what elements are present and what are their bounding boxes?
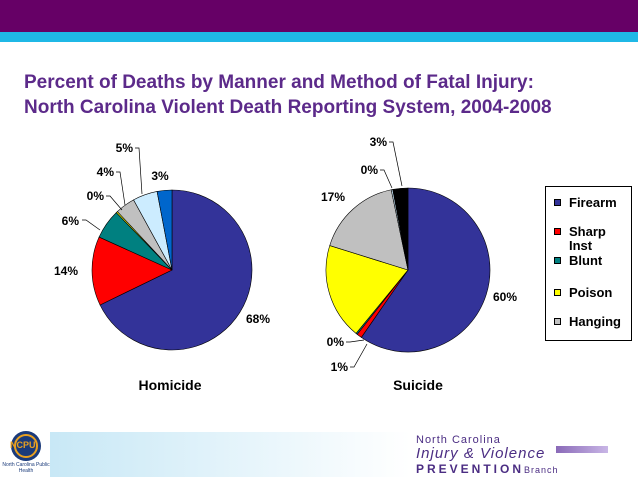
- chart-title-line-1: Percent of Deaths by Manner and Method o…: [24, 72, 534, 93]
- leader-line-homicide-4: [116, 171, 126, 206]
- header-bar: [0, 0, 638, 32]
- pie-name-homicide: Homicide: [138, 377, 201, 393]
- header-accent-line: [0, 32, 638, 42]
- leader-line-suicide-5: [380, 169, 393, 189]
- slice-label-suicide-2: 0%: [327, 335, 345, 349]
- slice-label-homicide-2: 6%: [62, 214, 80, 228]
- leader-line-suicide-2: [346, 339, 365, 343]
- slice-label-homicide-0: 68%: [246, 312, 270, 326]
- leader-line-suicide-1: [350, 343, 368, 368]
- chart-title: Percent of Deaths by Manner and Method o…: [24, 70, 624, 120]
- slice-label-homicide-6: 3%: [151, 169, 169, 183]
- slice-label-suicide-0: 60%: [493, 290, 517, 304]
- ncph-logo-icon: [11, 431, 41, 461]
- slice-label-homicide-3: 0%: [87, 189, 105, 203]
- slice-label-suicide-5: 0%: [361, 163, 379, 177]
- legend-label-blunt: Blunt: [569, 253, 603, 268]
- footer-band: [50, 432, 410, 477]
- legend-swatch-sharp-inst: [554, 228, 561, 235]
- ncph-caption: North Carolina Public Health: [2, 462, 50, 474]
- legend-swatch-hanging: [554, 318, 561, 325]
- pie-slice-homicide-6: [156, 189, 173, 271]
- legend-label-poison: Poison: [569, 285, 613, 300]
- slice-label-suicide-6: 3%: [370, 135, 388, 149]
- slice-label-suicide-4: 17%: [321, 190, 345, 204]
- legend-label-firearm: Firearm: [569, 195, 617, 210]
- chart-title-line-2: North Carolina Violent Death Reporting S…: [24, 97, 552, 118]
- pie-slice-suicide-4: [329, 189, 409, 271]
- legend-swatch-poison: [554, 289, 561, 296]
- brand-line-3-suffix: Branch: [524, 465, 559, 475]
- pie-slice-suicide-0: [360, 187, 491, 353]
- brand-line-3: PREVENTIONBranch: [416, 462, 559, 477]
- legend-swatch-firearm: [554, 199, 561, 206]
- pie-name-suicide: Suicide: [393, 377, 443, 393]
- brand-accent-bar: [556, 446, 608, 453]
- leader-line-homicide-2: [82, 219, 101, 231]
- pie-slice-suicide-6: [392, 187, 409, 271]
- slice-label-homicide-1: 14%: [54, 264, 78, 278]
- pie-slice-homicide-1: [91, 236, 173, 306]
- leader-line-homicide-5: [135, 147, 143, 195]
- ncph-logo-text: NCPU: [10, 440, 36, 450]
- ivp-branch-logo: North Carolina Injury & Violence PREVENT…: [416, 434, 559, 477]
- slice-label-homicide-5: 5%: [116, 141, 134, 155]
- slice-label-suicide-1: 1%: [331, 360, 349, 374]
- chart-legend: Firearm Sharp Inst Blunt Poison Hanging: [545, 186, 632, 341]
- pie-slice-homicide-0: [99, 189, 253, 351]
- legend-swatch-blunt: [554, 257, 561, 264]
- legend-label-hanging: Hanging: [569, 314, 621, 329]
- brand-line-2: Injury & Violence: [416, 445, 546, 462]
- legend-label-sharp-inst: Sharp Inst: [569, 224, 606, 253]
- pie-slice-suicide-3: [325, 245, 409, 334]
- slice-label-homicide-4: 4%: [97, 165, 115, 179]
- leader-line-suicide-6: [389, 141, 403, 187]
- brand-line-1: North Carolina: [416, 434, 501, 446]
- brand-line-3-main: PREVENTION: [416, 462, 525, 476]
- leader-line-homicide-3: [106, 195, 123, 211]
